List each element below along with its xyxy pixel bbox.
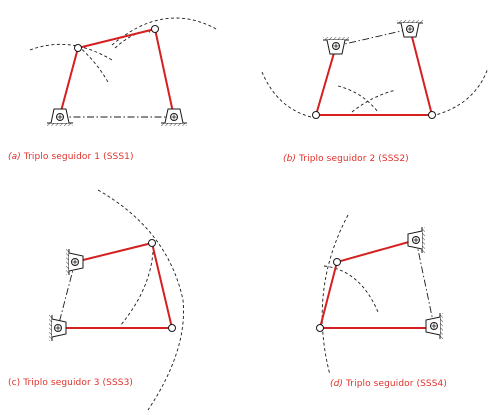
ground-support-a-left	[47, 108, 73, 126]
arc-d-left	[321, 214, 349, 376]
joint-a-1	[74, 44, 82, 52]
caption-label-a: (a)	[8, 152, 21, 162]
caption-label-d: (d)	[330, 379, 344, 389]
linkage-a	[59, 27, 175, 118]
ground-line-c	[57, 261, 76, 328]
caption-panel-d: (d) Triplo seguidor (SSS4)	[330, 379, 447, 389]
joint-d-2	[316, 324, 324, 332]
arc-c-inner	[119, 251, 154, 327]
panel-b-diagram	[261, 20, 489, 119]
linkage-d	[318, 239, 434, 329]
caption-text-d: Triplo seguidor (SSS4)	[346, 379, 447, 389]
joint-c-1	[148, 239, 156, 247]
linkage-c	[58, 241, 174, 329]
ground-support-d-top	[407, 227, 425, 253]
arc-c-right	[97, 189, 184, 411]
ground-support-a-right	[161, 108, 187, 126]
ground-line-b	[335, 28, 411, 47]
caption-text-a: Triplo seguidor 1 (SSS1)	[23, 152, 134, 162]
ground-support-d-bottom	[425, 313, 443, 339]
panel-d-diagram	[316, 214, 443, 376]
panel-c-diagram	[49, 189, 184, 411]
arc-b-mid-2	[351, 89, 397, 113]
ground-support-b-right	[397, 20, 423, 38]
ground-support-b-left	[323, 37, 349, 55]
ground-line-d	[415, 239, 435, 327]
linkage-b	[314, 28, 434, 116]
arc-a-right	[111, 17, 219, 46]
caption-text-c: Triplo seguidor 3 (SSS3)	[23, 378, 134, 388]
caption-panel-c: (c) Triplo seguidor 3 (SSS3)	[8, 378, 133, 388]
joint-d-1	[333, 258, 341, 266]
arc-b-left	[261, 71, 316, 119]
caption-panel-a: (a) Triplo seguidor 1 (SSS1)	[8, 152, 134, 162]
panel-a-diagram	[29, 17, 219, 126]
joint-b-1	[312, 111, 320, 119]
arc-b-mid-1	[337, 85, 379, 113]
caption-label-b: (b)	[283, 154, 297, 164]
arc-a-left-lower	[77, 45, 109, 83]
joint-b-2	[428, 111, 436, 119]
caption-text-b: Triplo seguidor 2 (SSS2)	[299, 154, 409, 164]
joint-a-2	[151, 25, 159, 33]
joint-c-2	[168, 324, 176, 332]
ground-support-c-bottom	[49, 315, 67, 341]
caption-label-c: (c)	[8, 378, 21, 388]
arc-b-right	[431, 67, 489, 117]
caption-panel-b: (b) Triplo seguidor 2 (SSS2)	[283, 154, 409, 164]
arc-a-left	[29, 43, 113, 61]
arc-d-inner	[323, 265, 379, 313]
ground-support-c-top	[66, 249, 84, 275]
